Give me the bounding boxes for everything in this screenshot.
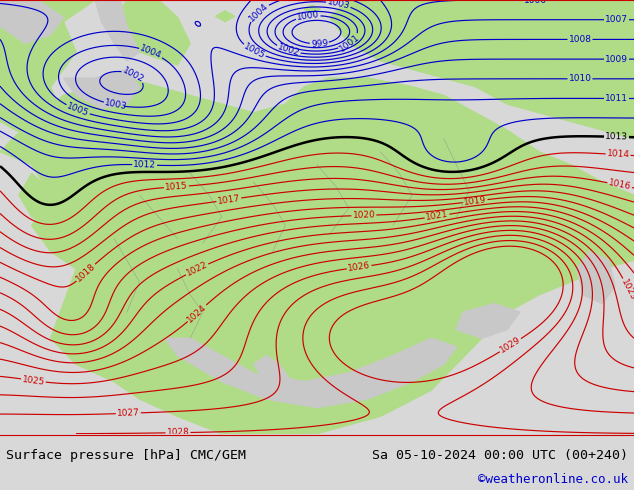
Text: 1026: 1026 xyxy=(347,261,371,273)
Text: 1006: 1006 xyxy=(524,0,547,4)
Polygon shape xyxy=(330,0,634,139)
Polygon shape xyxy=(0,0,95,139)
Text: ©weatheronline.co.uk: ©weatheronline.co.uk xyxy=(477,473,628,487)
Text: 1021: 1021 xyxy=(425,210,449,222)
Text: Surface pressure [hPa] CMC/GEM: Surface pressure [hPa] CMC/GEM xyxy=(6,448,247,462)
Polygon shape xyxy=(63,70,139,108)
Polygon shape xyxy=(0,35,25,87)
Text: 1016: 1016 xyxy=(607,178,632,192)
Text: 1022: 1022 xyxy=(185,260,209,278)
Text: 1018: 1018 xyxy=(74,262,98,284)
Text: 1000: 1000 xyxy=(296,10,320,23)
Text: 1014: 1014 xyxy=(607,149,630,160)
Text: 1003: 1003 xyxy=(327,0,351,11)
Text: 1028: 1028 xyxy=(167,428,190,438)
Text: 1029: 1029 xyxy=(498,336,522,355)
Text: 1005: 1005 xyxy=(65,101,90,119)
Polygon shape xyxy=(380,20,393,26)
Polygon shape xyxy=(95,0,139,61)
Text: Sa 05-10-2024 00:00 UTC (00+240): Sa 05-10-2024 00:00 UTC (00+240) xyxy=(372,448,628,462)
Polygon shape xyxy=(456,304,520,338)
Text: 1004: 1004 xyxy=(139,44,163,61)
Polygon shape xyxy=(216,11,235,22)
Polygon shape xyxy=(0,0,63,44)
Text: 1007: 1007 xyxy=(605,15,628,24)
Polygon shape xyxy=(165,338,456,408)
Polygon shape xyxy=(114,0,190,65)
Text: 1025: 1025 xyxy=(22,374,45,387)
Text: 1013: 1013 xyxy=(605,132,628,142)
Text: 1024: 1024 xyxy=(186,302,209,324)
Polygon shape xyxy=(577,251,615,304)
Text: 1002: 1002 xyxy=(121,66,146,84)
Polygon shape xyxy=(254,356,292,390)
Text: 1011: 1011 xyxy=(605,94,628,103)
Text: 1002: 1002 xyxy=(276,43,301,58)
Text: 999: 999 xyxy=(311,39,328,49)
Text: 1004: 1004 xyxy=(247,1,270,24)
Text: 1003: 1003 xyxy=(104,98,128,112)
Text: 1012: 1012 xyxy=(133,160,156,170)
Text: 1017: 1017 xyxy=(217,194,241,206)
Text: 1010: 1010 xyxy=(569,74,592,83)
Text: 1005: 1005 xyxy=(242,42,266,61)
Text: 1008: 1008 xyxy=(569,35,592,44)
Text: 1009: 1009 xyxy=(605,54,628,64)
Polygon shape xyxy=(431,29,443,35)
Polygon shape xyxy=(19,173,63,225)
Text: 1019: 1019 xyxy=(463,196,487,207)
Polygon shape xyxy=(0,78,634,434)
Polygon shape xyxy=(304,5,320,13)
Text: 1015: 1015 xyxy=(165,181,188,192)
Text: 1001: 1001 xyxy=(338,32,361,53)
Text: 1027: 1027 xyxy=(117,408,140,418)
Text: 1020: 1020 xyxy=(353,211,375,220)
Text: 1023: 1023 xyxy=(619,277,634,302)
